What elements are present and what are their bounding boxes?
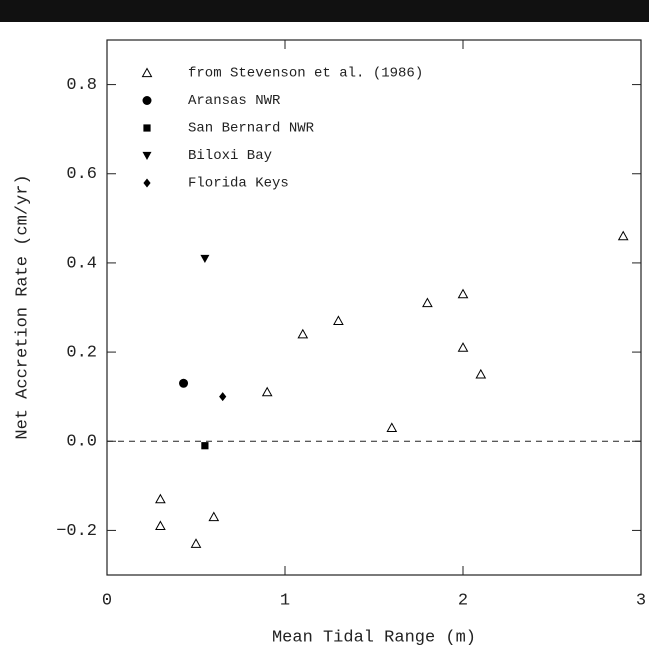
- point: [422, 297, 433, 308]
- point: [179, 378, 189, 388]
- legend-label: from Stevenson et al. (1986): [188, 66, 423, 82]
- legend-label: San Bernard NWR: [188, 121, 315, 137]
- y-tick-label: 0.0: [66, 433, 97, 452]
- legend-label: Aransas NWR: [188, 93, 281, 109]
- point: [200, 254, 210, 263]
- point: [457, 288, 469, 299]
- point: [219, 392, 227, 402]
- y-tick-label: 0.6: [66, 165, 97, 184]
- point: [261, 386, 273, 397]
- y-axis-label: Net Accretion Rate (cm/yr): [13, 174, 32, 439]
- point: [297, 328, 309, 339]
- point: [457, 342, 469, 352]
- legend-label: Florida Keys: [188, 176, 289, 192]
- point: [201, 442, 209, 450]
- legend-marker: [141, 67, 153, 78]
- point: [155, 520, 166, 531]
- point: [190, 538, 202, 548]
- y-tick-label: 0.2: [66, 344, 97, 363]
- x-tick-label: 2: [458, 591, 468, 610]
- point: [617, 230, 629, 241]
- top-bar: [0, 0, 649, 22]
- legend-marker: [142, 96, 152, 105]
- y-tick-label: 0.8: [66, 76, 97, 95]
- plot-frame: [106, 39, 642, 576]
- legend-marker: [143, 124, 151, 132]
- y-tick-label: 0.4: [66, 254, 97, 273]
- x-tick-label: 3: [636, 591, 646, 610]
- legend-label: Biloxi Bay: [188, 148, 272, 164]
- legend-marker: [142, 151, 152, 160]
- x-tick-label: 0: [102, 591, 112, 610]
- x-axis-label: Mean Tidal Range (m): [272, 628, 476, 647]
- legend-marker: [143, 178, 151, 188]
- point: [333, 315, 344, 325]
- point: [155, 493, 166, 504]
- x-tick-label: 1: [280, 591, 290, 610]
- point: [386, 422, 398, 432]
- y-tick-label: −0.2: [56, 522, 97, 541]
- point: [475, 368, 487, 379]
- point: [208, 511, 220, 522]
